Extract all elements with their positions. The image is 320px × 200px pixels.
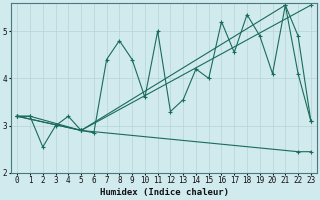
X-axis label: Humidex (Indice chaleur): Humidex (Indice chaleur) [100, 188, 228, 197]
